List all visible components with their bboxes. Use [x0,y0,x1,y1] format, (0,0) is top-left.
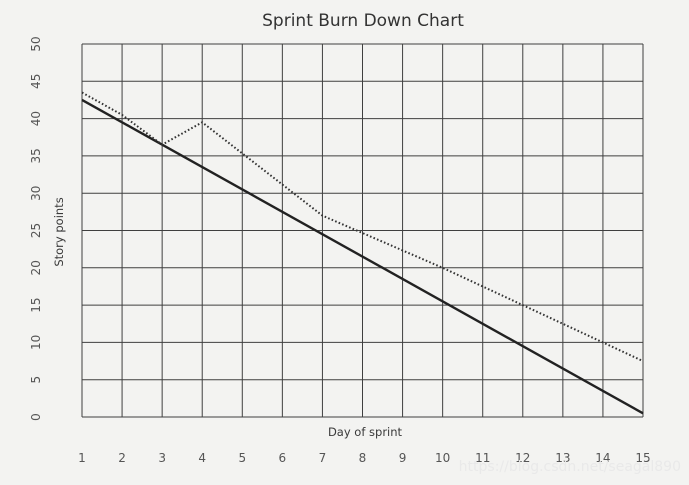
watermark: https://blog.csdn.net/seagal890 [459,459,681,475]
dotted-series-line [81,91,644,363]
grid [81,43,644,418]
x-tick-label: 10 [435,451,450,465]
y-tick-label: 30 [29,186,43,201]
x-tick-label: 4 [198,451,206,465]
x-tick-label: 6 [279,451,287,465]
x-tick-label: 12 [515,451,530,465]
y-axis-label: Story points [52,197,66,266]
y-tick-label: 0 [29,413,43,421]
x-tick-label: 13 [555,451,570,465]
y-tick-labels: 0 5 10 15 20 25 30 35 40 45 50 [29,36,43,420]
x-tick-labels: 1 2 3 4 5 6 7 8 9 10 11 12 13 14 15 [78,451,650,465]
x-tick-label: 7 [319,451,327,465]
x-tick-label: 14 [595,451,610,465]
y-tick-label: 40 [29,111,43,126]
y-tick-label: 20 [29,260,43,275]
x-tick-label: 5 [238,451,246,465]
y-tick-label: 50 [29,36,43,51]
x-tick-label: 3 [158,451,166,465]
y-tick-label: 35 [29,148,43,163]
y-tick-label: 25 [29,223,43,238]
solid-series-line [81,98,644,415]
y-tick-label: 45 [29,74,43,89]
x-tick-label: 11 [475,451,490,465]
x-tick-label: 8 [359,451,367,465]
x-tick-label: 9 [399,451,407,465]
series-lines [81,91,644,415]
y-tick-label: 5 [29,376,43,384]
x-tick-label: 2 [118,451,126,465]
y-tick-label: 15 [29,297,43,312]
x-tick-label: 15 [635,451,650,465]
x-tick-label: 1 [78,451,86,465]
y-tick-label: 10 [29,335,43,350]
x-axis-label: Day of sprint [328,425,403,439]
chart-title: Sprint Burn Down Chart [262,11,464,31]
